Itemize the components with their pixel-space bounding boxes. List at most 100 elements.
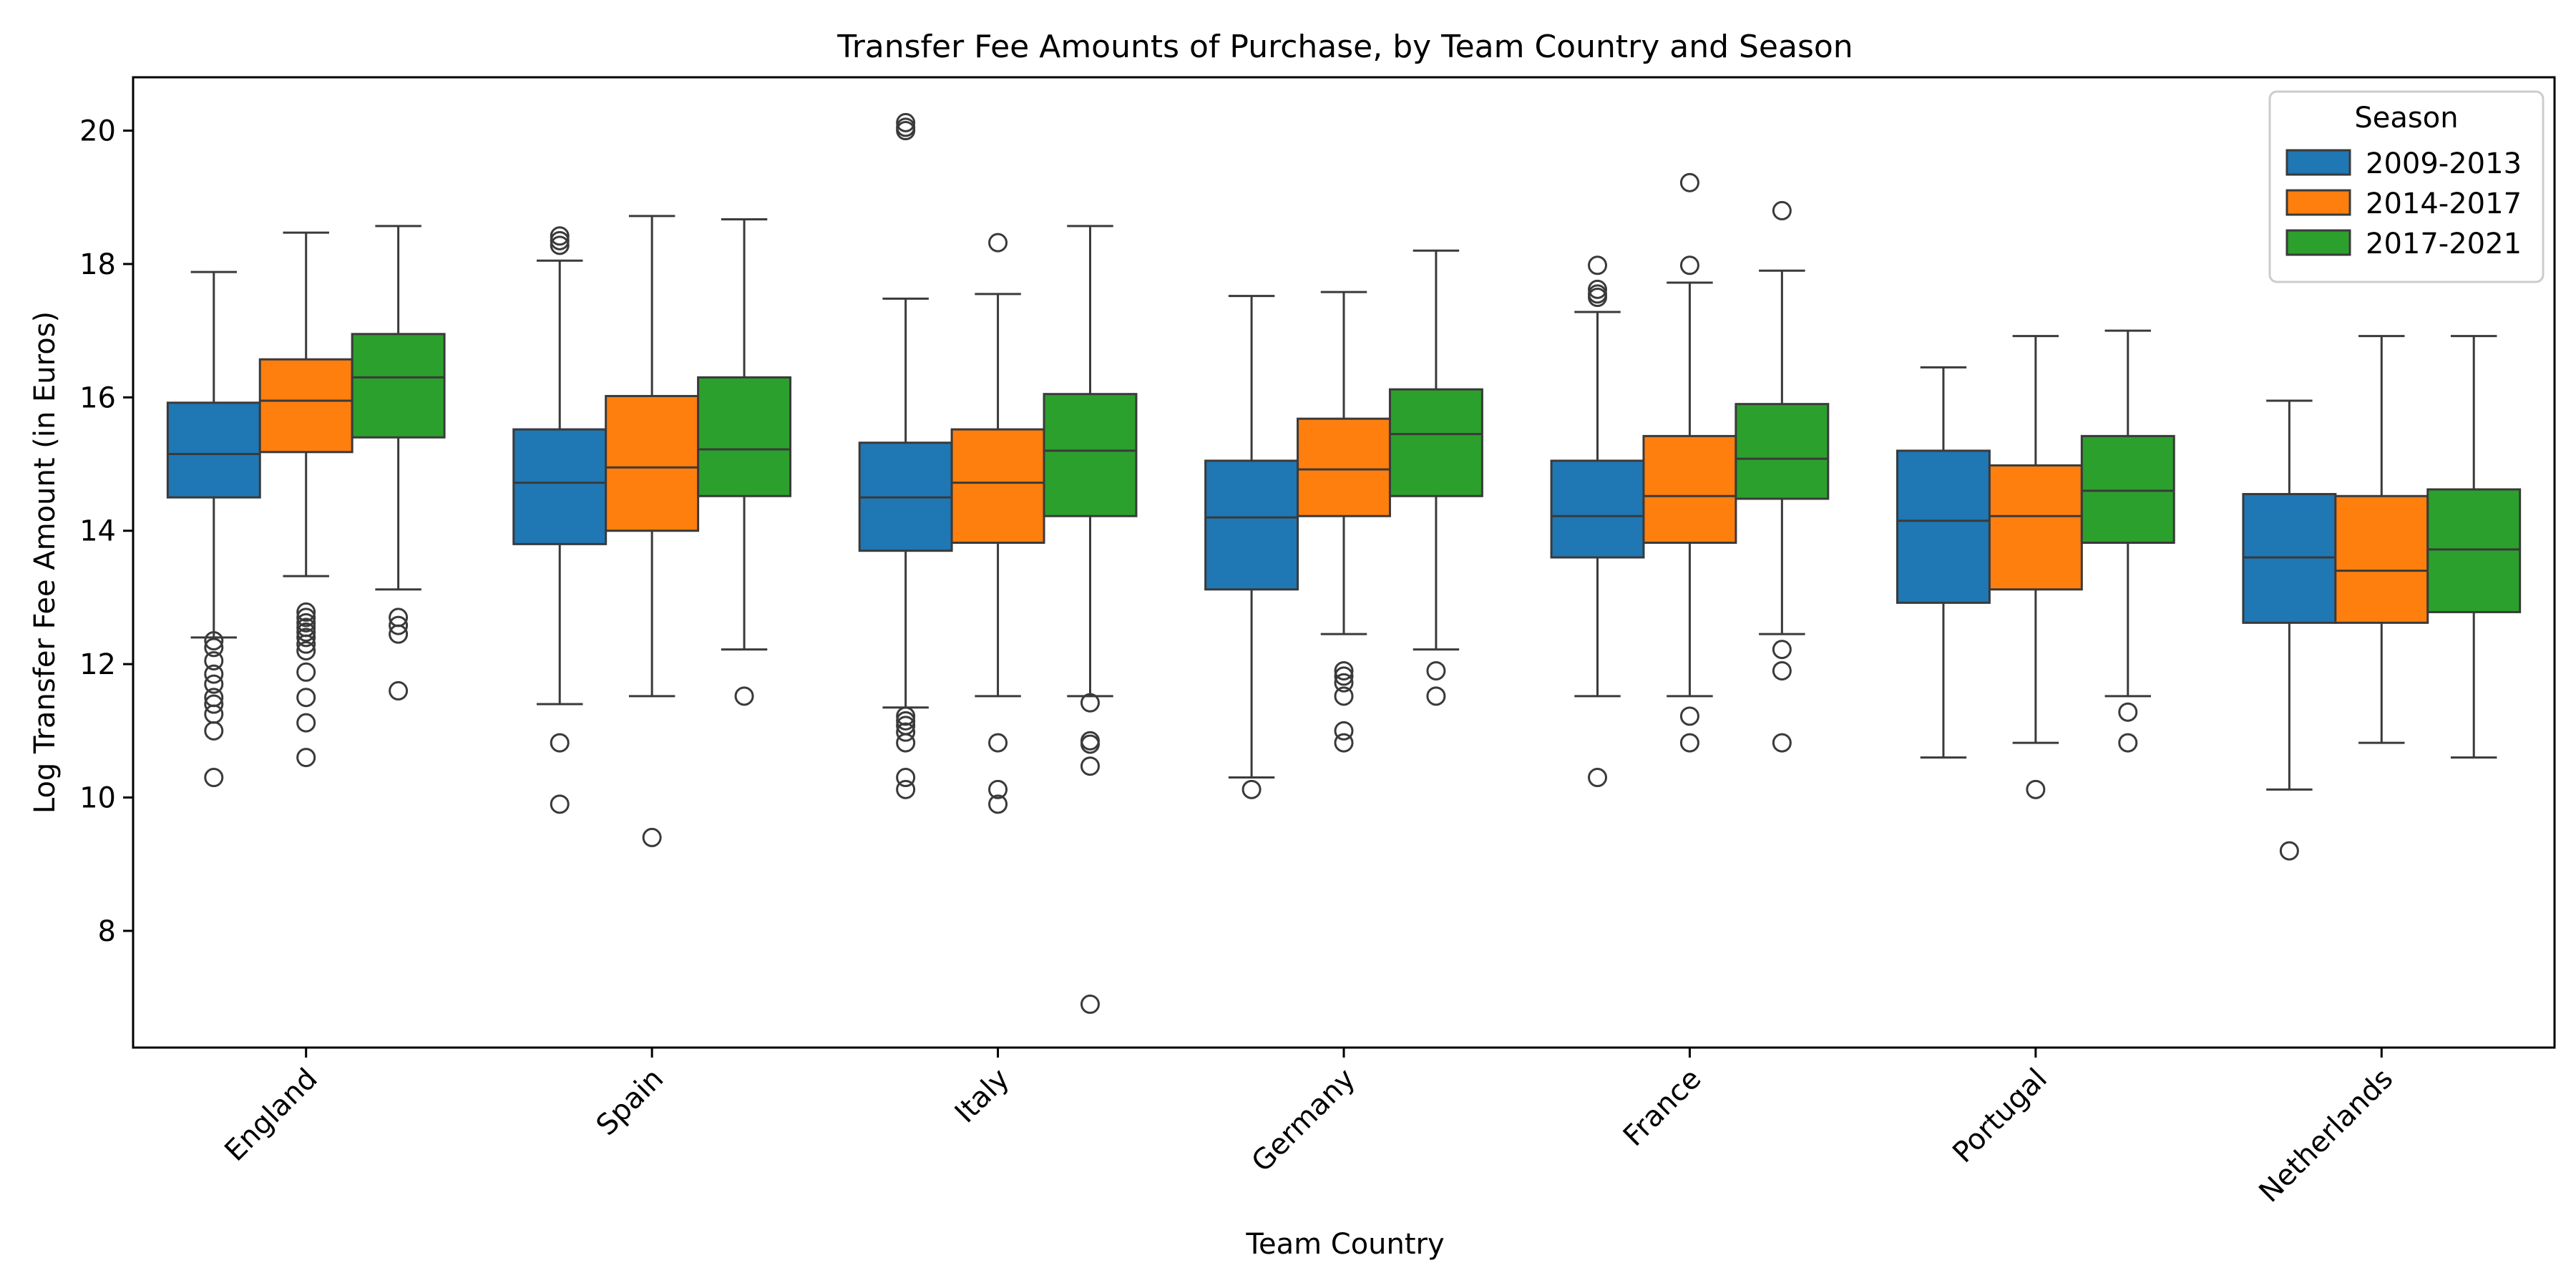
- legend-label: 2014-2017: [2366, 187, 2522, 220]
- y-tick-label: 10: [79, 782, 116, 815]
- outlier-point: [1772, 733, 1792, 753]
- box-iqr: [512, 428, 608, 545]
- box-iqr: [1988, 464, 2083, 591]
- outlier-point: [1588, 279, 1608, 299]
- outlier-point: [204, 721, 224, 741]
- outlier-point: [1679, 733, 1699, 753]
- outlier-point: [296, 713, 316, 733]
- legend: Season 2009-2013 2014-2017 2017-2021: [2268, 90, 2545, 283]
- box-group: [512, 226, 608, 814]
- outlier-point: [296, 688, 316, 708]
- box-group: [166, 270, 261, 788]
- box-group: [2242, 399, 2337, 861]
- outlier-point: [204, 638, 224, 658]
- outlier-point: [734, 686, 754, 706]
- x-tick-label: Italy: [949, 1063, 1016, 1130]
- outlier-point: [1080, 693, 1100, 713]
- x-tick-label: England: [218, 1063, 323, 1168]
- box-group: [858, 112, 953, 799]
- legend-label: 2017-2021: [2366, 228, 2522, 260]
- outlier-point: [1588, 768, 1608, 788]
- outlier-point: [988, 794, 1008, 814]
- box-group: [2334, 335, 2429, 744]
- legend-swatch: [2285, 189, 2351, 216]
- outlier-point: [204, 664, 224, 684]
- y-axis: 8 10 12 14 16 18 20: [79, 115, 133, 948]
- outlier-point: [1334, 721, 1354, 741]
- box-iqr: [1642, 434, 1737, 545]
- outlier-point: [296, 662, 316, 682]
- x-tick-label: Germany: [1246, 1063, 1362, 1179]
- outlier-point: [550, 235, 570, 255]
- box-group: [1550, 255, 1645, 788]
- outlier-point: [988, 779, 1008, 799]
- outlier-point: [1679, 706, 1699, 726]
- x-tick-label: France: [1617, 1063, 1708, 1153]
- y-tick-label: 12: [79, 648, 116, 681]
- outlier-point: [1241, 779, 1262, 799]
- box-iqr: [1735, 403, 1830, 500]
- legend-swatch: [2285, 149, 2351, 176]
- outlier-point: [1772, 640, 1792, 660]
- outlier-point: [550, 226, 570, 246]
- outlier-point: [896, 768, 916, 788]
- outlier-point: [550, 794, 570, 814]
- legend-label: 2009-2013: [2366, 147, 2522, 180]
- outlier-point: [896, 711, 916, 731]
- box-iqr: [1297, 417, 1391, 517]
- y-axis-label: Log Transfer Fee Amount (in Euros): [29, 311, 62, 814]
- outlier-point: [1772, 200, 1792, 220]
- box-group: [1388, 249, 1483, 706]
- outlier-point: [389, 680, 409, 701]
- outlier-point: [204, 768, 224, 788]
- outlier-point: [1588, 288, 1608, 308]
- outlier-point: [296, 608, 316, 628]
- outlier-point: [2026, 779, 2046, 799]
- outlier-point: [296, 748, 316, 768]
- box-group: [1988, 335, 2083, 799]
- outlier-point: [2118, 702, 2138, 722]
- box-group: [1735, 200, 1830, 753]
- outlier-point: [1080, 994, 1100, 1014]
- outlier-point: [204, 704, 224, 724]
- outlier-point: [296, 640, 316, 660]
- x-tick-label: Netherlands: [2253, 1063, 2399, 1209]
- box-group: [1297, 291, 1391, 753]
- outlier-point: [1426, 686, 1446, 706]
- box-iqr: [1204, 459, 1299, 591]
- box-iqr: [1896, 449, 1991, 604]
- outlier-point: [2118, 733, 2138, 753]
- box-group: [2426, 335, 2522, 759]
- box-iqr: [2334, 494, 2429, 624]
- box-iqr: [258, 358, 353, 454]
- outlier-point: [204, 631, 224, 651]
- outlier-point: [550, 733, 570, 753]
- y-tick-label: 14: [79, 515, 116, 548]
- box-iqr: [605, 394, 700, 532]
- box-group: [1896, 366, 1991, 759]
- outlier-point: [1334, 733, 1354, 753]
- box-group: [351, 225, 446, 701]
- outlier-point: [1334, 686, 1354, 706]
- box-group: [2080, 329, 2175, 753]
- legend-title: Season: [2354, 102, 2458, 135]
- box-iqr: [697, 376, 792, 497]
- outlier-point: [1080, 756, 1100, 776]
- x-axis: England Spain Italy Germany France Portugal Ne…: [218, 1048, 2399, 1209]
- outlier-point: [896, 706, 916, 726]
- chart-title: Transfer Fee Amounts of Purchase, by Tea…: [836, 29, 1853, 65]
- outlier-point: [550, 230, 570, 250]
- box-group: [697, 218, 792, 706]
- outlier-point: [988, 233, 1008, 253]
- box-iqr: [1388, 388, 1483, 497]
- box-iqr: [166, 401, 261, 499]
- outlier-point: [389, 615, 409, 635]
- plot-area: [166, 112, 2522, 1014]
- y-tick-label: 16: [79, 381, 116, 414]
- outlier-point: [896, 779, 916, 799]
- outlier-point: [1772, 660, 1792, 680]
- outlier-point: [642, 827, 662, 847]
- outlier-point: [896, 722, 916, 742]
- outlier-point: [896, 733, 916, 753]
